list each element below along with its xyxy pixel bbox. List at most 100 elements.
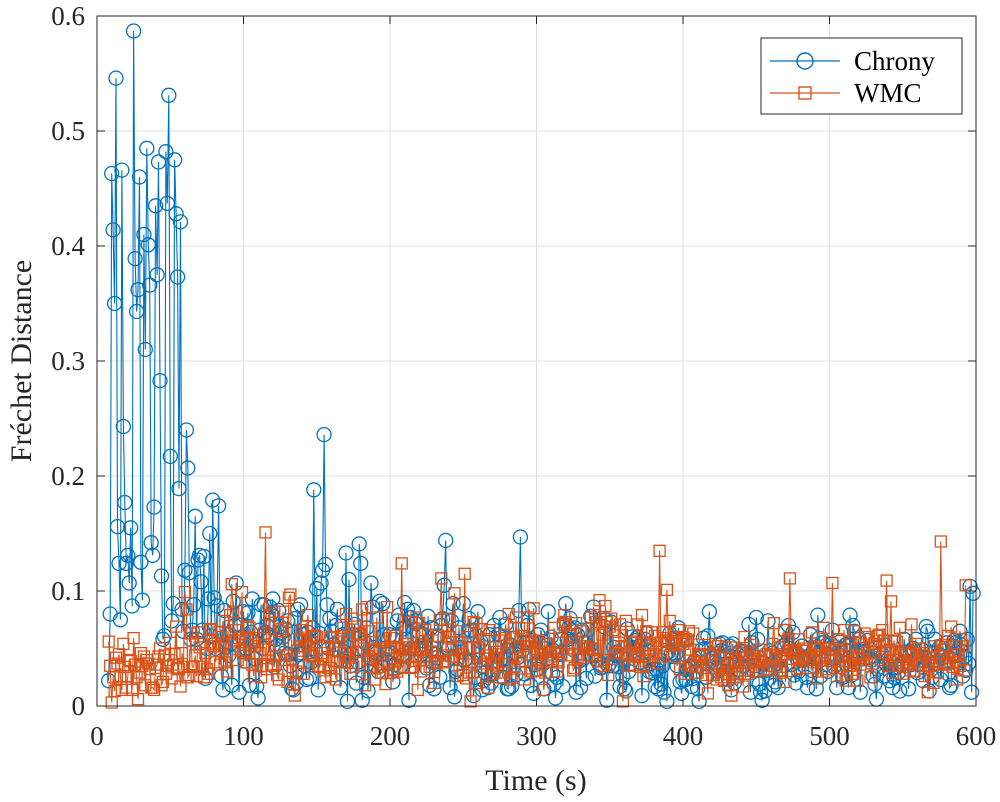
- data-point-wmc: [227, 605, 240, 618]
- data-point-wmc: [779, 675, 792, 689]
- data-point-chrony: [172, 214, 189, 230]
- data-point-chrony: [309, 581, 325, 597]
- data-point-chrony: [133, 554, 149, 570]
- data-point-wmc: [213, 658, 227, 671]
- data-point-wmc: [660, 583, 674, 597]
- data-point-wmc: [200, 663, 214, 676]
- data-point-wmc: [533, 634, 546, 647]
- data-point-wmc: [820, 663, 833, 676]
- data-point-wmc: [512, 621, 526, 634]
- data-point-wmc: [347, 660, 360, 674]
- data-point-wmc: [668, 650, 681, 663]
- data-point-wmc: [842, 654, 855, 668]
- data-point-chrony: [187, 508, 203, 524]
- data-point-wmc: [769, 651, 782, 664]
- data-point-wmc: [720, 658, 734, 671]
- data-point-wmc: [268, 605, 281, 618]
- data-point-wmc: [942, 629, 955, 643]
- data-point-wmc: [955, 633, 968, 646]
- data-point-chrony: [106, 295, 123, 312]
- data-point-wmc: [550, 665, 564, 678]
- data-point-chrony: [140, 237, 156, 253]
- data-point-wmc: [498, 628, 511, 641]
- data-point-wmc: [928, 640, 942, 653]
- data-point-chrony: [401, 692, 417, 708]
- data-point-chrony: [162, 448, 178, 465]
- data-point-wmc: [111, 657, 124, 670]
- data-point-chrony: [653, 676, 669, 692]
- data-point-wmc: [624, 635, 637, 648]
- data-point-wmc: [499, 631, 512, 645]
- data-point-wmc: [419, 623, 432, 637]
- data-point-chrony: [104, 165, 120, 182]
- data-point-chrony: [618, 683, 634, 699]
- data-point-wmc: [654, 650, 668, 663]
- data-point-wmc: [568, 661, 581, 675]
- data-point-wmc: [792, 633, 805, 646]
- data-point-wmc: [565, 636, 578, 649]
- data-point-wmc: [271, 668, 284, 682]
- data-point-wmc: [846, 667, 860, 680]
- data-point-chrony: [842, 607, 858, 623]
- data-point-wmc: [369, 673, 382, 686]
- data-point-wmc: [785, 644, 798, 657]
- data-point-wmc: [509, 611, 523, 624]
- data-point-wmc: [473, 641, 486, 654]
- data-point-wmc: [427, 676, 441, 690]
- data-point-chrony: [111, 555, 127, 572]
- data-point-wmc: [884, 595, 898, 608]
- data-point-wmc: [502, 607, 515, 621]
- data-point-wmc: [379, 677, 392, 691]
- data-point-wmc: [678, 667, 691, 680]
- data-point-wmc: [879, 646, 892, 660]
- data-point-chrony: [599, 692, 615, 708]
- data-point-chrony: [355, 669, 372, 685]
- data-point-chrony: [137, 341, 153, 358]
- data-point-wmc: [858, 627, 871, 640]
- data-point-wmc: [480, 649, 493, 662]
- x-tick-label: 300: [516, 721, 557, 751]
- data-point-chrony: [353, 555, 369, 572]
- data-point-wmc: [175, 646, 189, 660]
- data-point-wmc: [483, 623, 496, 637]
- data-point-wmc: [484, 658, 498, 671]
- data-point-wmc: [843, 659, 857, 672]
- data-point-wmc: [848, 625, 861, 638]
- legend-label-wmc: WMC: [854, 78, 922, 108]
- data-point-chrony: [455, 595, 471, 612]
- data-point-chrony: [525, 685, 542, 702]
- data-point-wmc: [837, 623, 851, 637]
- data-point-chrony: [329, 601, 345, 618]
- data-point-chrony: [206, 590, 222, 606]
- data-point-wmc: [199, 646, 212, 660]
- data-point-chrony: [168, 206, 184, 222]
- data-point-chrony: [572, 679, 589, 696]
- data-point-chrony: [547, 690, 564, 706]
- y-tick-label: 0.1: [51, 576, 85, 606]
- legend-label-chrony: Chrony: [854, 46, 936, 76]
- data-point-chrony: [396, 594, 413, 611]
- data-point-chrony: [316, 426, 332, 443]
- data-point-wmc: [588, 608, 602, 622]
- data-point-chrony: [540, 604, 556, 620]
- data-point-chrony: [700, 628, 716, 644]
- data-point-wmc: [219, 636, 233, 649]
- legend-marker-wmc: [798, 86, 812, 100]
- data-point-wmc: [607, 652, 621, 666]
- data-point-wmc: [628, 636, 641, 649]
- data-point-wmc: [377, 658, 391, 671]
- data-point-wmc: [959, 579, 972, 592]
- data-point-wmc: [106, 671, 120, 684]
- data-point-wmc: [354, 628, 367, 641]
- data-point-wmc: [249, 640, 262, 653]
- data-point-wmc: [770, 664, 783, 677]
- data-point-wmc: [725, 689, 738, 702]
- data-point-chrony: [115, 418, 132, 435]
- data-point-wmc: [922, 659, 936, 672]
- data-point-wmc: [783, 572, 797, 585]
- data-point-wmc: [845, 638, 858, 652]
- data-point-wmc: [461, 630, 474, 644]
- data-point-wmc: [946, 660, 959, 674]
- data-point-chrony: [210, 498, 227, 514]
- data-point-wmc: [736, 680, 750, 693]
